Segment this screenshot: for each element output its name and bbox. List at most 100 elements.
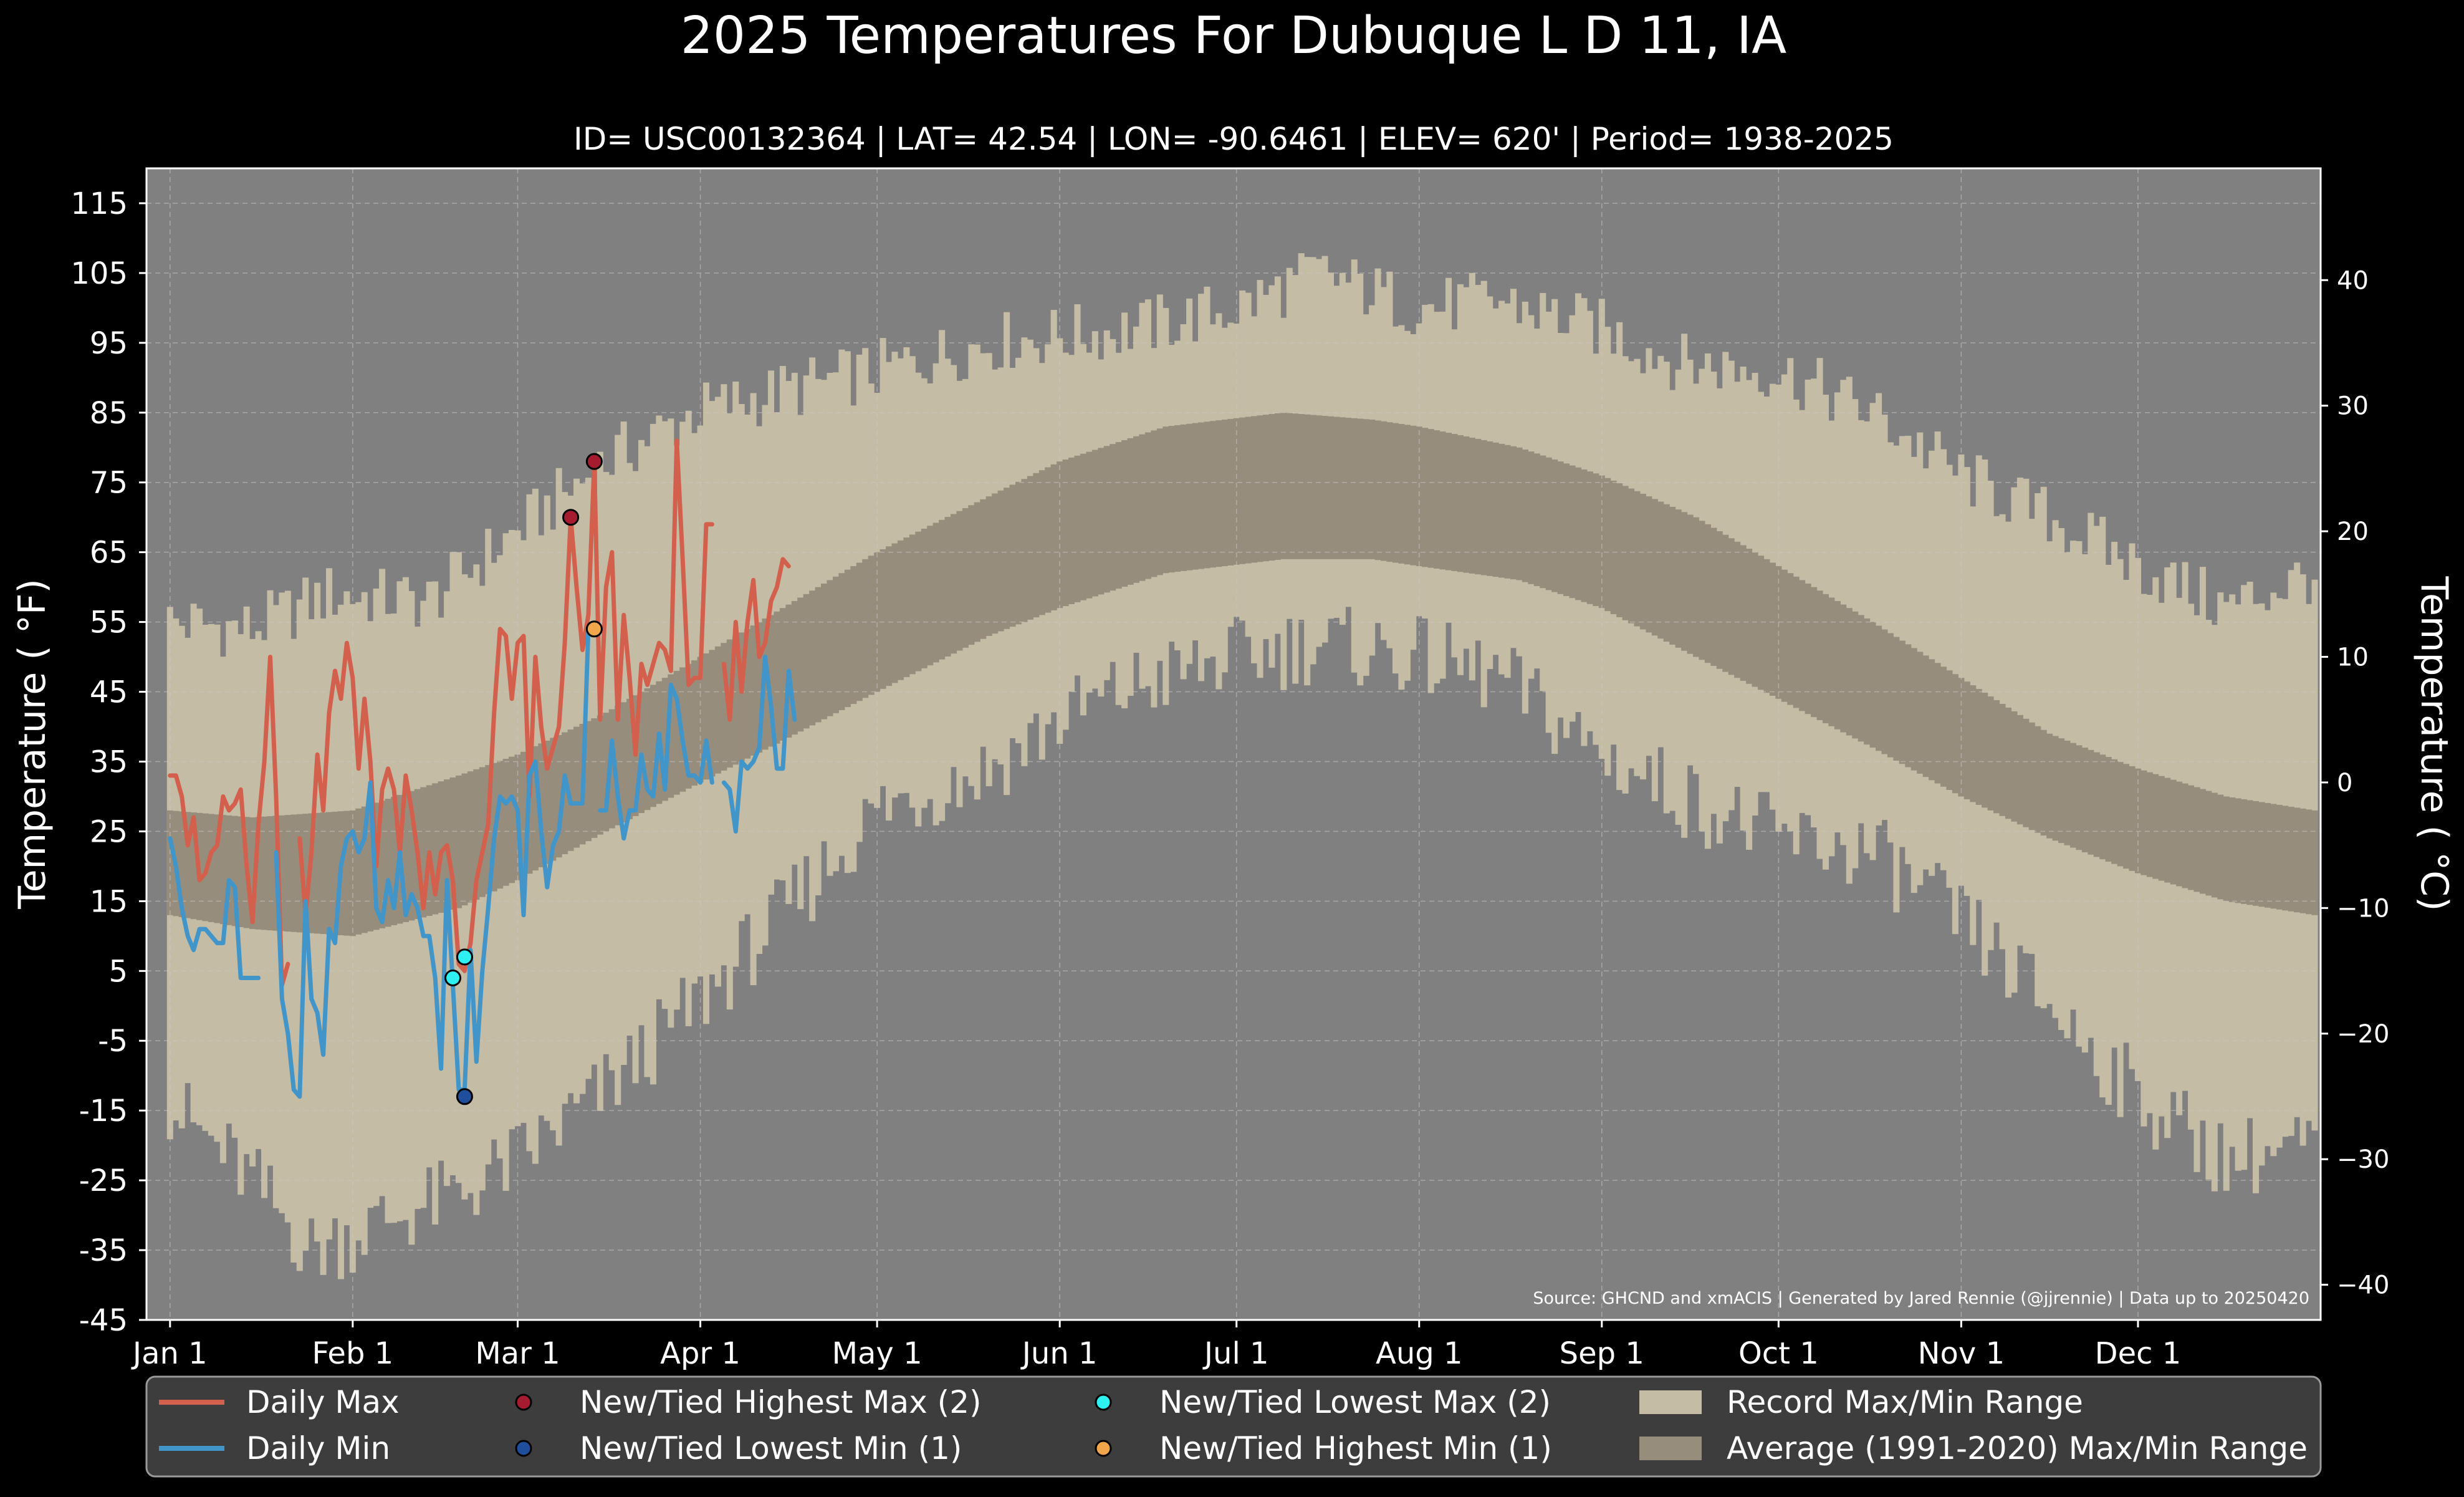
normal-range-bar bbox=[361, 806, 368, 933]
record-range-bar bbox=[1975, 455, 1982, 900]
normal-range-bar bbox=[2288, 806, 2294, 912]
normal-range-bar bbox=[1110, 444, 1116, 591]
normal-range-bar bbox=[267, 816, 274, 931]
normal-range-bar bbox=[2058, 738, 2065, 844]
normal-range-bar bbox=[597, 715, 603, 835]
normal-range-bar bbox=[1663, 504, 1670, 642]
normal-range-bar bbox=[1586, 471, 1593, 604]
normal-range-bar bbox=[1557, 461, 1564, 594]
normal-range-bar bbox=[1074, 455, 1081, 602]
normal-range-bar bbox=[738, 632, 745, 762]
normal-range-bar bbox=[1893, 637, 1900, 761]
record-range-bar bbox=[2016, 478, 2023, 946]
normal-range-bar bbox=[1657, 501, 1664, 639]
normal-range-bar bbox=[1381, 421, 1388, 561]
normal-range-bar bbox=[567, 729, 574, 851]
normal-range-bar bbox=[1033, 473, 1040, 618]
normal-range-bar bbox=[2152, 774, 2159, 879]
normal-range-bar bbox=[1987, 696, 1994, 811]
normal-range-bar bbox=[320, 812, 327, 935]
normal-range-bar bbox=[2158, 776, 2165, 881]
y-right-tick-label: −40 bbox=[2337, 1271, 2389, 1300]
normal-range-bar bbox=[2005, 707, 2012, 819]
normal-range-bar bbox=[1133, 436, 1140, 583]
normal-range-bar bbox=[255, 817, 262, 930]
normal-range-bar bbox=[1215, 420, 1222, 567]
normal-range-bar bbox=[608, 709, 615, 829]
normal-range-bar bbox=[349, 810, 356, 936]
normal-range-bar bbox=[1245, 416, 1252, 564]
record-range-bar bbox=[2205, 620, 2212, 1180]
normal-range-bar bbox=[1363, 419, 1369, 559]
normal-range-bar bbox=[1922, 655, 1929, 777]
normal-range-bar bbox=[1345, 417, 1352, 559]
normal-range-bar bbox=[1209, 421, 1216, 568]
normal-range-bar bbox=[390, 797, 398, 925]
record-range-bar bbox=[320, 618, 327, 1275]
normal-range-bar bbox=[1952, 674, 1958, 794]
legend-label: New/Tied Highest Min (1) bbox=[1159, 1430, 1552, 1466]
normal-range-bar bbox=[520, 751, 527, 877]
y-tick-label: 5 bbox=[108, 954, 128, 989]
normal-range-bar bbox=[2229, 797, 2236, 902]
normal-range-bar bbox=[1669, 506, 1676, 645]
normal-range-bar bbox=[1681, 512, 1688, 651]
normal-range-bar bbox=[2299, 808, 2306, 913]
normal-range-bar bbox=[1310, 415, 1316, 559]
normal-range-bar bbox=[2241, 799, 2248, 904]
normal-range-bar bbox=[1752, 552, 1758, 687]
legend-label: Record Max/Min Range bbox=[1727, 1384, 2083, 1420]
x-tick-label: Feb 1 bbox=[312, 1336, 393, 1371]
normal-range-bar bbox=[332, 811, 338, 935]
normal-range-bar bbox=[2306, 809, 2313, 915]
normal-range-bar bbox=[573, 726, 580, 848]
normal-range-bar bbox=[1392, 423, 1399, 563]
normal-range-bar bbox=[1610, 480, 1617, 615]
legend: Daily Max Daily Min New/Tied Highest Max (… bbox=[159, 1384, 2308, 1466]
y-tick-label: 15 bbox=[90, 884, 128, 919]
normal-range-bar bbox=[838, 573, 845, 710]
normal-range-bar bbox=[385, 799, 391, 927]
normal-range-bar bbox=[1086, 451, 1093, 599]
normal-range-bar bbox=[1480, 440, 1487, 575]
record-range-bar bbox=[1876, 393, 1882, 826]
normal-range-bar bbox=[1811, 587, 1818, 718]
normal-range-bar bbox=[1563, 463, 1570, 597]
normal-range-bar bbox=[721, 643, 727, 771]
normal-range-bar bbox=[1616, 483, 1623, 617]
normal-range-bar bbox=[1917, 652, 1924, 774]
normal-range-bar bbox=[555, 734, 562, 858]
normal-range-bar bbox=[1151, 430, 1158, 577]
legend-label: Daily Max bbox=[246, 1384, 400, 1420]
normal-range-bar bbox=[1628, 488, 1635, 623]
normal-range-bar bbox=[2217, 794, 2224, 900]
normal-range-bar bbox=[791, 601, 798, 735]
normal-range-bar bbox=[1840, 604, 1847, 733]
normal-range-bar bbox=[1816, 590, 1823, 721]
normal-range-bar bbox=[897, 540, 904, 680]
normal-range-bar bbox=[1050, 464, 1057, 610]
normal-range-bar bbox=[2282, 806, 2289, 911]
normal-range-bar bbox=[2052, 736, 2059, 841]
normal-range-bar bbox=[1457, 435, 1464, 572]
normal-range-bar bbox=[874, 552, 881, 692]
normal-range-bar bbox=[585, 721, 592, 842]
normal-range-bar bbox=[915, 531, 922, 671]
normal-range-bar bbox=[2134, 768, 2141, 874]
new-highest-max-marker bbox=[585, 453, 603, 470]
normal-range-bar bbox=[2252, 801, 2260, 906]
normal-range-bar bbox=[944, 517, 951, 657]
normal-range-bar bbox=[2046, 733, 2053, 839]
normal-range-bar bbox=[279, 815, 285, 931]
normal-range-bar bbox=[1852, 611, 1859, 739]
normal-range-bar bbox=[1292, 413, 1299, 559]
normal-range-bar bbox=[1091, 450, 1098, 597]
normal-range-bar bbox=[2040, 729, 2047, 836]
record-range-bar bbox=[1940, 449, 1947, 870]
normal-range-bar bbox=[1139, 434, 1146, 581]
y-tick-label: 55 bbox=[90, 605, 128, 640]
normal-range-bar bbox=[1569, 465, 1576, 599]
normal-range-bar bbox=[1575, 467, 1582, 600]
normal-range-bar bbox=[343, 811, 350, 936]
normal-range-bar bbox=[461, 773, 468, 906]
